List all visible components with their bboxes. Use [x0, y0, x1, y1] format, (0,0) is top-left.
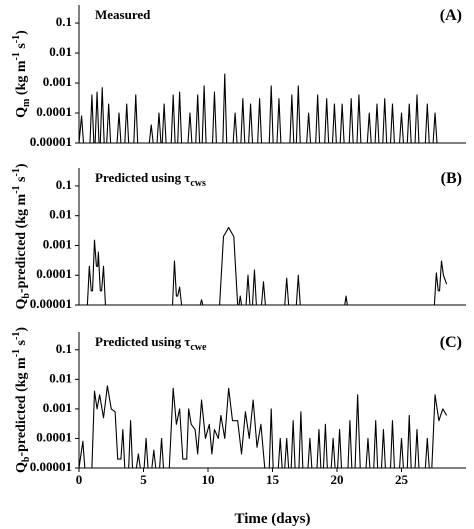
y-tick-label: 0.0001: [36, 104, 72, 119]
y-tick-label: 0.01: [49, 207, 72, 222]
y-label-part: -predicted (kg m: [14, 357, 29, 457]
y-tick-label: 0.1: [56, 341, 72, 356]
title-part: cws: [190, 178, 206, 189]
panel-title: Predicted using τcwe: [95, 334, 207, 353]
title-part: Predicted using τ: [95, 334, 190, 349]
y-tick-label: 0.1: [56, 14, 72, 29]
y-tick-label: 0.1: [56, 177, 72, 192]
y-label-part: -1: [11, 168, 22, 176]
data-line: [78, 385, 448, 469]
y-label-part: s: [14, 339, 29, 349]
x-axis-label: Time (days): [235, 511, 311, 527]
title-part: Predicted using τ: [95, 170, 190, 185]
panel-title: Predicted using τcws: [95, 170, 206, 189]
panel-label: (A): [440, 7, 462, 24]
y-label-part: -1: [11, 185, 22, 193]
y-label-part: m: [21, 98, 32, 107]
title-part: Measured: [95, 7, 151, 22]
y-tick-label: 0.00001: [30, 296, 72, 311]
y-label-part: ): [14, 327, 29, 332]
y-tick-label: 0.0001: [36, 429, 72, 444]
panel-label: (B): [441, 170, 462, 187]
y-label-part: (kg m: [14, 60, 29, 98]
y-label-part: b: [21, 456, 32, 462]
y-tick-label: 0.001: [43, 74, 72, 89]
y-axis-label: Qm (kg m-1 s-1): [11, 30, 32, 118]
y-label-part: Q: [14, 299, 29, 310]
data-line: [79, 226, 448, 306]
panel-label: (C): [440, 334, 462, 351]
y-label-part: s: [14, 176, 29, 186]
y-label-part: s: [14, 43, 29, 53]
y-axis-label: Qb-predicted (kg m-1 s-1): [11, 163, 32, 309]
y-label-part: -predicted (kg m: [14, 193, 29, 293]
y-axis-label: Qb-predicted (kg m-1 s-1): [11, 327, 32, 473]
x-tick-label: 25: [395, 472, 409, 487]
y-label-part: -1: [11, 349, 22, 357]
x-tick-label: 0: [76, 472, 83, 487]
data-line: [78, 73, 447, 144]
x-tick-label: 10: [202, 472, 215, 487]
x-tick-label: 20: [331, 472, 344, 487]
y-label-part: -1: [11, 35, 22, 43]
y-label-part: ): [14, 163, 29, 168]
y-tick-label: 0.00001: [30, 459, 72, 474]
y-tick-label: 0.00001: [30, 134, 72, 149]
x-tick-label: 15: [266, 472, 280, 487]
y-label-part: -1: [11, 52, 22, 60]
y-tick-label: 0.01: [49, 370, 72, 385]
title-part: cwe: [190, 342, 207, 353]
x-tick-label: 5: [140, 472, 147, 487]
y-label-part: -1: [11, 332, 22, 340]
y-tick-label: 0.001: [43, 236, 72, 251]
y-tick-label: 0.01: [49, 44, 72, 59]
y-tick-label: 0.0001: [36, 266, 72, 281]
y-label-part: Q: [14, 107, 29, 118]
y-label-part: b: [21, 293, 32, 299]
y-label-part: Q: [14, 462, 29, 473]
y-label-part: ): [14, 30, 29, 35]
y-tick-label: 0.001: [43, 400, 72, 415]
panel-title: Measured: [95, 7, 151, 22]
